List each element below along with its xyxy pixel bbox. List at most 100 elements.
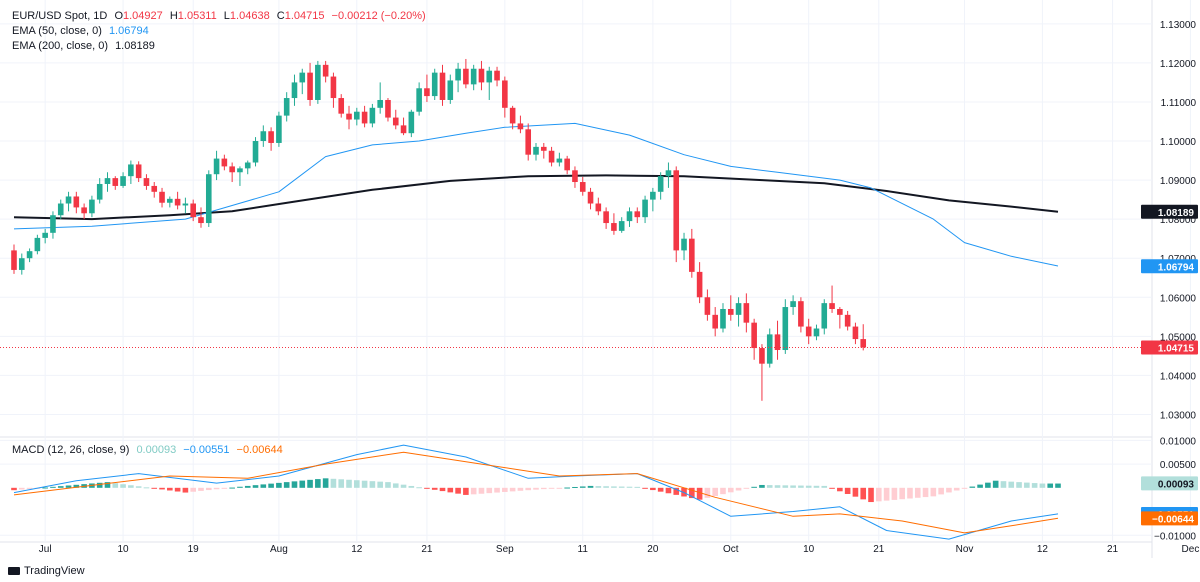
macd-hist-bar — [727, 487, 734, 493]
macd-hist-bar — [369, 481, 376, 488]
candle-body — [96, 183, 103, 200]
macd-hist-bar — [735, 487, 742, 491]
macd-legend-hist: 0.00093 — [136, 444, 177, 456]
candle-body — [478, 68, 485, 83]
candle-body — [689, 238, 695, 272]
macd-y-tick-label: 0.00500 — [1160, 460, 1197, 471]
candle-body — [198, 217, 204, 224]
candle-body — [548, 150, 555, 163]
candle-body — [540, 146, 547, 151]
candle-body — [572, 170, 578, 183]
candle-body — [276, 115, 282, 143]
candle-body — [252, 141, 259, 163]
ema50-line — [13, 122, 1059, 267]
candle-body — [260, 131, 267, 142]
candle-body — [213, 158, 220, 175]
x-tick-label: 21 — [421, 544, 433, 555]
macd-hist-bar — [860, 487, 867, 500]
y-tick-label: 1.13000 — [1160, 20, 1197, 31]
macd-hist-bar — [190, 487, 196, 492]
y-tick-label: 1.10000 — [1160, 137, 1197, 148]
tradingview-brand-text: TradingView — [24, 565, 85, 577]
candle-body — [463, 68, 469, 85]
ema50-legend-value: 1.06794 — [108, 25, 149, 37]
candle-body — [720, 308, 726, 329]
macd-hist-bar — [73, 484, 80, 488]
macd-hist-bar — [689, 487, 695, 499]
macd-hist-bar — [634, 486, 641, 488]
candle-body — [128, 164, 134, 177]
candle-body — [338, 98, 345, 114]
y-tick-label: 1.05000 — [1160, 332, 1197, 343]
candle-body — [837, 308, 843, 315]
macd-hist-bar — [268, 483, 274, 488]
candle-body — [369, 107, 376, 124]
candle-body — [112, 178, 119, 186]
macd-hist-bar — [712, 487, 718, 496]
candle-body — [455, 68, 461, 81]
macd-hist-bar — [112, 483, 119, 488]
legend-high-value: 1.05311 — [177, 10, 217, 22]
candle-body — [587, 191, 594, 204]
tradingview-branding[interactable]: TradingView — [8, 565, 85, 577]
macd-hist-bar — [579, 486, 586, 488]
candle-body — [618, 221, 625, 231]
macd-hist-bar — [782, 485, 789, 488]
signal-path — [13, 451, 1059, 534]
candle-body — [657, 176, 664, 192]
x-tick-label: Nov — [956, 544, 974, 555]
macd-hist-bar — [642, 487, 648, 489]
candle-body — [57, 203, 64, 216]
macd-hist-bar — [128, 485, 134, 488]
macd-hist-bar — [790, 485, 796, 488]
legend-low: L1.04638 — [224, 10, 270, 22]
macd-hist-bar — [751, 486, 757, 488]
legend-close-value: 1.04715 — [284, 10, 325, 22]
candle-body — [424, 88, 430, 97]
macd-hist-bar — [564, 487, 570, 489]
macd-hist-bar — [977, 484, 983, 488]
macd-hist-bar — [167, 487, 173, 491]
macd-hist-bar — [11, 487, 17, 491]
macd-hist-bar — [252, 485, 259, 488]
candle-body — [665, 170, 672, 177]
candle-body — [727, 308, 734, 315]
macd-hist-bar — [221, 487, 228, 489]
candle-body — [167, 198, 173, 203]
macd-hist-bar — [57, 486, 64, 488]
signal-tag-text: −0.00644 — [1152, 514, 1194, 525]
macd-hist-tag-text: 0.00093 — [1158, 479, 1195, 490]
macd-hist-bar — [26, 487, 33, 489]
macd-hist-bar — [868, 487, 874, 503]
macd-hist-bar — [213, 487, 220, 490]
candle-body — [759, 348, 765, 364]
macd-hist-bar — [1008, 481, 1015, 488]
last-price-tag-text: 1.04715 — [1158, 343, 1195, 354]
x-tick-label: 11 — [578, 544, 589, 555]
signal-tag-bg — [1141, 511, 1198, 526]
macd-hist-bar — [50, 486, 56, 488]
candle-body — [50, 215, 56, 233]
legend-symbol: EUR/USD Spot, 1D — [12, 10, 108, 22]
candle-body — [712, 314, 718, 329]
ema50-legend-label: EMA (50, close, 0) — [12, 25, 102, 37]
candle-body — [735, 303, 742, 315]
candle-body — [42, 232, 48, 238]
macd-hist-bar — [120, 484, 126, 488]
candle-body — [26, 251, 33, 259]
macd-hist-bar — [829, 487, 835, 489]
candles — [11, 58, 867, 401]
macd-hist-bar — [611, 486, 617, 488]
macd-hist-tag-bg — [1141, 476, 1198, 491]
macd-legend-signal: −0.00644 — [236, 444, 283, 456]
candle-body — [564, 158, 570, 171]
macd-hist-bar — [244, 485, 251, 488]
macd-hist-bar — [821, 485, 828, 488]
candle-body — [517, 123, 524, 130]
legend-close-label: C — [276, 10, 285, 22]
legend-open-label: O — [114, 10, 123, 22]
candle-body — [790, 301, 796, 308]
y-tick-label: 1.11000 — [1161, 98, 1197, 109]
macd-hist-bar — [151, 487, 158, 489]
